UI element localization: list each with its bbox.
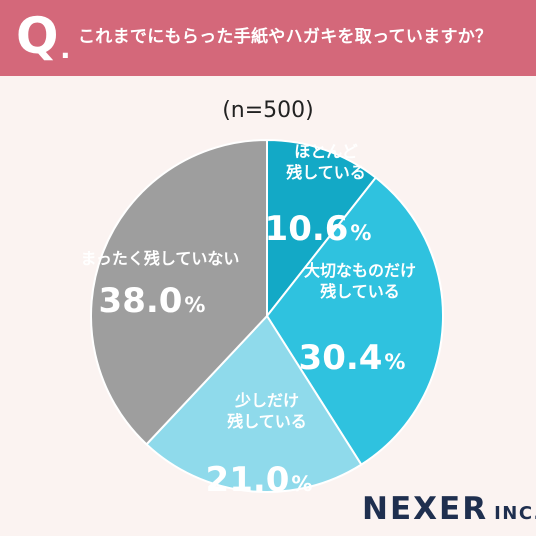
slice-label-2: 大切なものだけ xyxy=(304,261,416,280)
slice-value-1: 10.6% xyxy=(265,209,372,249)
slice-label-4: まったく残していない xyxy=(81,249,240,268)
slice-label-1: 残している xyxy=(286,163,366,182)
pie-slice-1 xyxy=(266,138,378,319)
logo-suffix: INC. xyxy=(494,503,536,524)
slice-value-4: 38.0% xyxy=(99,281,206,321)
question-marker-dot: . xyxy=(60,32,71,65)
slice-value-3: 21.0% xyxy=(206,460,313,500)
sample-size: (n=500) xyxy=(222,98,314,123)
pie-slice-4 xyxy=(90,138,268,446)
pie-slice-3 xyxy=(145,314,363,493)
slice-label-2: 残している xyxy=(320,282,400,301)
slice-label-3: 少しだけ xyxy=(234,391,299,410)
slice-value-2: 30.4% xyxy=(299,338,406,378)
slice-label-1: ほとんど xyxy=(294,142,358,161)
pie-slice-2 xyxy=(265,176,444,466)
logo-name: NEXER xyxy=(362,491,489,527)
slice-label-3: 残している xyxy=(227,412,307,431)
question-marker: Q xyxy=(16,7,59,65)
header-banner: Q . これまでにもらった手紙やハガキを取っていますか？ xyxy=(0,0,536,76)
question-text: これまでにもらった手紙やハガキを取っていますか？ xyxy=(78,27,493,47)
